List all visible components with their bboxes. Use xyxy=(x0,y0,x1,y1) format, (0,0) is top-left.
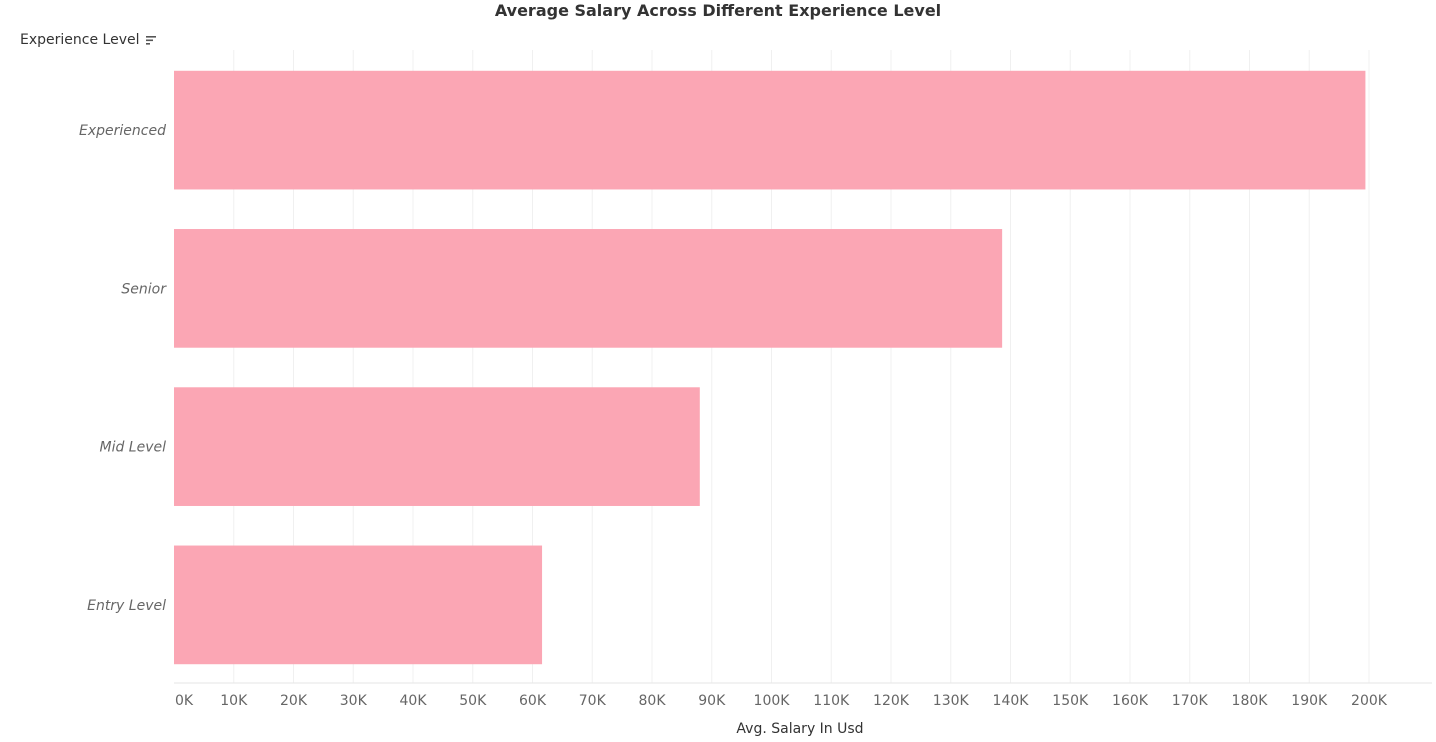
category-label: Entry Level xyxy=(87,598,166,614)
x-tick-label: 40K xyxy=(400,693,428,709)
x-tick-label: 90K xyxy=(698,693,726,709)
x-tick-label: 190K xyxy=(1291,693,1328,709)
bar-senior[interactable] xyxy=(174,229,1003,348)
x-tick-label: 170K xyxy=(1172,693,1209,709)
row-header[interactable]: Experience Level xyxy=(20,30,157,50)
x-tick-label: 110K xyxy=(813,693,850,709)
chart-title: Average Salary Across Different Experien… xyxy=(494,1,942,20)
x-tick-label: 150K xyxy=(1052,693,1089,709)
x-axis: 0K 10K 20K 30K 40K 50K 60K 70K 80K 90K 100K 110K 120… xyxy=(174,682,1432,709)
category-label: Experienced xyxy=(79,123,166,139)
bars xyxy=(174,70,1366,665)
row-header-label: Experience Level xyxy=(20,32,140,48)
x-tick-label: 160K xyxy=(1112,693,1149,709)
bar-experienced[interactable] xyxy=(174,70,1366,190)
x-tick-label: 70K xyxy=(579,693,607,709)
x-tick-label: 130K xyxy=(933,693,970,709)
sort-descending-icon[interactable] xyxy=(145,34,157,46)
x-tick-label: 140K xyxy=(993,693,1030,709)
x-tick-label: 100K xyxy=(754,693,791,709)
x-tick-label: 50K xyxy=(459,693,487,709)
category-label: Mid Level xyxy=(99,440,166,456)
x-tick-label: 60K xyxy=(519,693,547,709)
category-labels: Experienced Senior Mid Level Entry Level xyxy=(79,123,167,614)
x-tick-label: 10K xyxy=(220,693,248,709)
x-tick-label: 0K xyxy=(175,693,194,709)
x-tick-label: 80K xyxy=(639,693,667,709)
x-axis-title: Avg. Salary In Usd xyxy=(736,721,863,737)
x-tick-label: 30K xyxy=(340,693,368,709)
bar-mid-level[interactable] xyxy=(174,387,700,506)
x-tick-label: 180K xyxy=(1232,693,1269,709)
category-label: Senior xyxy=(121,281,167,297)
x-tick-label: 200K xyxy=(1351,693,1388,709)
bar-entry-level[interactable] xyxy=(174,545,543,665)
x-tick-label: 20K xyxy=(280,693,308,709)
x-tick-label: 120K xyxy=(873,693,910,709)
